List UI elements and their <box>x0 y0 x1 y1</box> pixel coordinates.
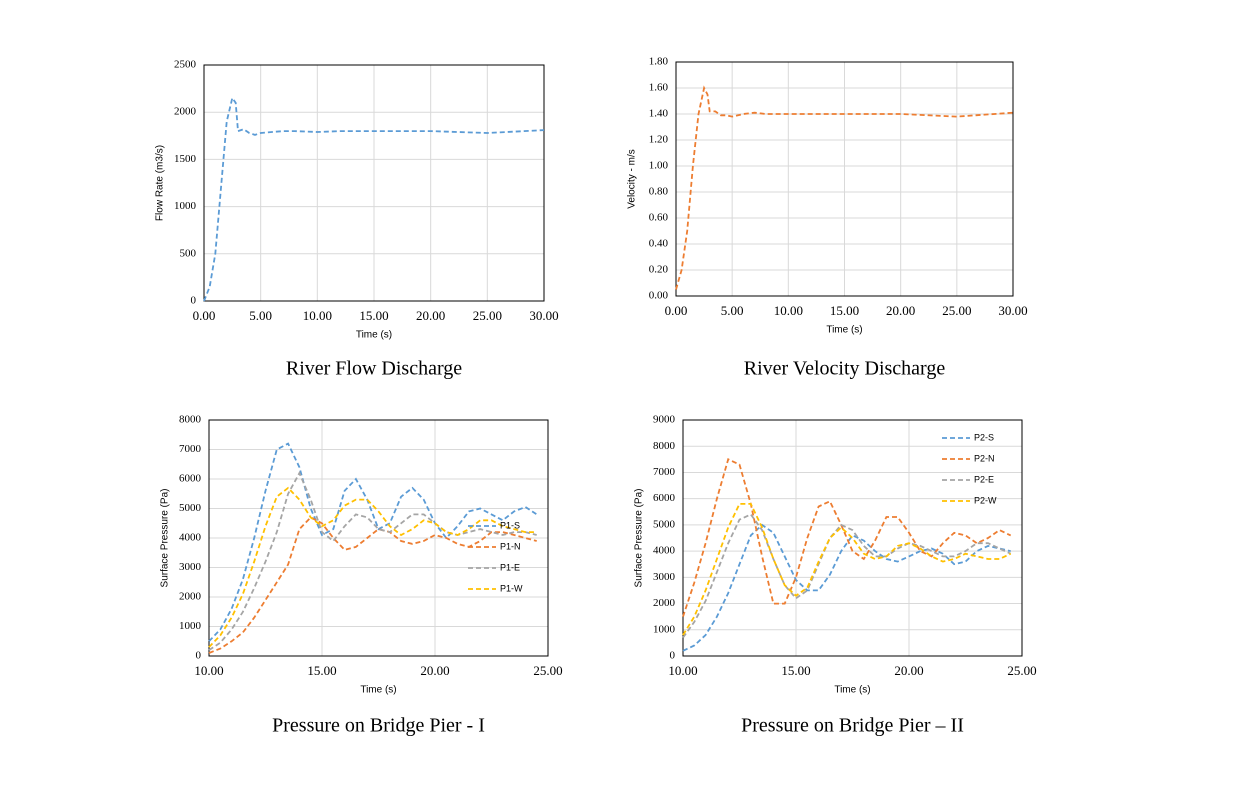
y-tick-label: 1.20 <box>649 134 669 146</box>
x-axis-label: Time (s) <box>356 330 392 341</box>
y-tick-label: 1000 <box>174 200 197 212</box>
y-tick-label: 1500 <box>174 153 197 165</box>
data-line <box>682 523 1011 652</box>
y-tick-label: 1.00 <box>649 160 669 172</box>
y-tick-label: 0.20 <box>649 264 669 276</box>
y-tick-label: 1.80 <box>649 56 669 68</box>
x-axis-label: Time (s) <box>360 685 396 696</box>
x-axis-label: Time (s) <box>834 685 870 696</box>
x-tick-label: 15.00 <box>359 308 388 323</box>
y-tick-label: 5000 <box>179 502 202 514</box>
x-tick-label: 20.00 <box>420 663 449 678</box>
y-tick-label: 8000 <box>179 414 202 426</box>
chart-caption: River Velocity Discharge <box>744 358 946 380</box>
y-tick-label: 6000 <box>179 473 202 485</box>
y-tick-label: 1000 <box>179 620 202 632</box>
y-tick-label: 1.40 <box>649 108 669 120</box>
x-tick-label: 15.00 <box>781 663 810 678</box>
y-tick-label: 0.00 <box>649 290 669 302</box>
y-tick-label: 7000 <box>653 466 676 478</box>
x-axis-label: Time (s) <box>826 325 862 336</box>
y-tick-label: 2000 <box>174 106 197 118</box>
x-tick-label: 15.00 <box>830 303 859 318</box>
y-axis-label: Surface Pressure (Pa) <box>634 489 645 588</box>
legend-label: P2-W <box>974 495 997 505</box>
x-tick-label: 5.00 <box>249 308 272 323</box>
y-tick-label: 0 <box>196 650 202 662</box>
y-tick-label: 3000 <box>653 571 676 583</box>
data-line <box>208 471 537 651</box>
x-tick-label: 25.00 <box>473 308 502 323</box>
x-tick-label: 25.00 <box>533 663 562 678</box>
data-line <box>675 85 1014 290</box>
y-tick-label: 0.60 <box>649 212 669 224</box>
x-tick-label: 20.00 <box>416 308 445 323</box>
data-line <box>208 442 538 642</box>
legend-label: P2-E <box>974 474 994 484</box>
x-tick-label: 10.00 <box>774 303 803 318</box>
legend-label: P1-W <box>500 583 523 593</box>
legend-label: P1-S <box>500 520 520 530</box>
legend-label: P2-S <box>974 432 994 442</box>
data-line <box>203 95 545 302</box>
x-tick-label: 10.00 <box>668 663 697 678</box>
x-tick-label: 0.00 <box>665 303 688 318</box>
chart-caption: Pressure on Bridge Pier – II <box>741 715 964 737</box>
x-tick-label: 25.00 <box>1007 663 1036 678</box>
data-line <box>682 503 1012 636</box>
y-tick-label: 0 <box>191 295 197 307</box>
x-tick-label: 30.00 <box>998 303 1027 318</box>
y-tick-label: 0.80 <box>649 186 669 198</box>
legend-label: P1-N <box>500 541 521 551</box>
plot-frame <box>682 419 1023 657</box>
y-tick-label: 1.60 <box>649 82 669 94</box>
y-tick-label: 5000 <box>653 518 676 530</box>
x-tick-label: 20.00 <box>894 663 923 678</box>
x-tick-label: 10.00 <box>303 308 332 323</box>
legend-label: P2-N <box>974 453 995 463</box>
y-tick-label: 9000 <box>653 414 676 426</box>
legend-label: P1-E <box>500 562 520 572</box>
y-tick-label: 4000 <box>179 532 202 544</box>
y-tick-label: 0 <box>670 650 676 662</box>
y-axis-label: Flow Rate (m3/s) <box>155 145 166 221</box>
chart-caption: River Flow Discharge <box>286 358 462 380</box>
plot-area <box>683 420 1022 656</box>
y-axis-label: Surface Pressure (Pa) <box>160 489 171 588</box>
y-tick-label: 8000 <box>653 440 676 452</box>
x-tick-label: 20.00 <box>886 303 915 318</box>
x-tick-label: 10.00 <box>194 663 223 678</box>
x-tick-label: 0.00 <box>193 308 216 323</box>
y-tick-label: 1000 <box>653 623 676 635</box>
data-line <box>208 486 537 648</box>
plot-frame <box>203 64 545 302</box>
y-tick-label: 7000 <box>179 443 202 455</box>
data-line <box>208 516 537 654</box>
y-tick-label: 500 <box>180 247 197 259</box>
y-tick-label: 0.40 <box>649 238 669 250</box>
y-tick-label: 6000 <box>653 492 676 504</box>
x-tick-label: 30.00 <box>529 308 558 323</box>
chart-caption: Pressure on Bridge Pier - I <box>272 715 485 737</box>
x-tick-label: 5.00 <box>721 303 744 318</box>
y-tick-label: 2000 <box>653 597 676 609</box>
plot-frame <box>675 61 1014 297</box>
plot-frame <box>208 419 549 657</box>
y-axis-label: Velocity - m/s <box>627 149 638 208</box>
x-tick-label: 15.00 <box>307 663 336 678</box>
y-tick-label: 2500 <box>174 59 197 71</box>
x-tick-label: 25.00 <box>942 303 971 318</box>
y-tick-label: 4000 <box>653 545 676 557</box>
y-tick-label: 3000 <box>179 561 202 573</box>
y-tick-label: 2000 <box>179 591 202 603</box>
